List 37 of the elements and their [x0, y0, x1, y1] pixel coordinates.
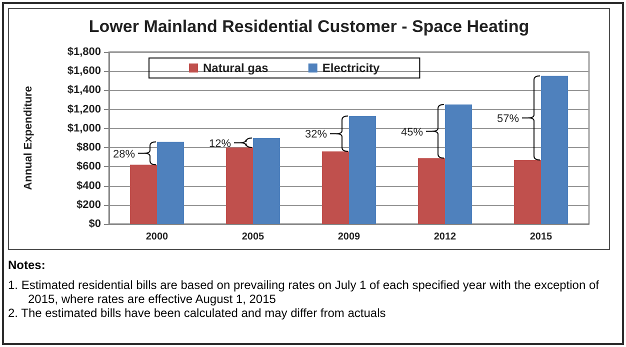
bar	[418, 158, 445, 224]
chart-title: Lower Mainland Residential Customer - Space Heating	[88, 17, 530, 36]
y-tick-label: $600	[76, 160, 101, 173]
y-tick-label: $1,000	[67, 122, 101, 134]
bar	[226, 148, 253, 224]
y-axis-title: Annual Expenditure	[22, 86, 34, 190]
x-tick-label: 2009	[338, 232, 361, 242]
y-tick-label: $0	[88, 218, 101, 230]
y-tick-label: $1,200	[67, 103, 101, 116]
y-tick-label: $1,800	[67, 46, 101, 58]
bar	[349, 116, 376, 224]
x-tick-label: 2012	[434, 232, 457, 242]
bar	[541, 76, 568, 224]
annotation: 12%	[208, 138, 232, 150]
legend-label: Natural gas	[203, 61, 269, 75]
annotation: 32%	[304, 128, 328, 141]
x-tick-label: 2005	[242, 232, 265, 242]
bar	[322, 151, 349, 224]
x-tick-label: 2000	[146, 232, 169, 242]
y-tick-label: $800	[76, 142, 101, 154]
y-tick-label: $1,600	[67, 65, 101, 78]
x-tick-label: 2015	[530, 232, 553, 242]
bar	[514, 160, 541, 224]
y-tick-label: $400	[76, 180, 101, 192]
y-tick-label: $1,400	[67, 84, 101, 96]
text: 1. Estimated residential bills are based on prevailing rates on July 1 of each specified year with the exception of 2015, where rates are effective August 1, 2015	[8, 278, 600, 306]
y-tick-label: $200	[76, 198, 101, 211]
text: 2. The estimated bills have been calculated and may differ from actuals	[8, 306, 387, 320]
annotation: 45%	[400, 126, 424, 138]
annotation: 28%	[112, 148, 136, 160]
bar	[157, 142, 184, 224]
bar	[253, 138, 280, 224]
annotation: 57%	[496, 112, 520, 125]
text: Notes:	[8, 258, 46, 272]
bar	[130, 164, 157, 224]
legend-label: Electricity	[322, 61, 380, 75]
bar	[445, 104, 472, 224]
